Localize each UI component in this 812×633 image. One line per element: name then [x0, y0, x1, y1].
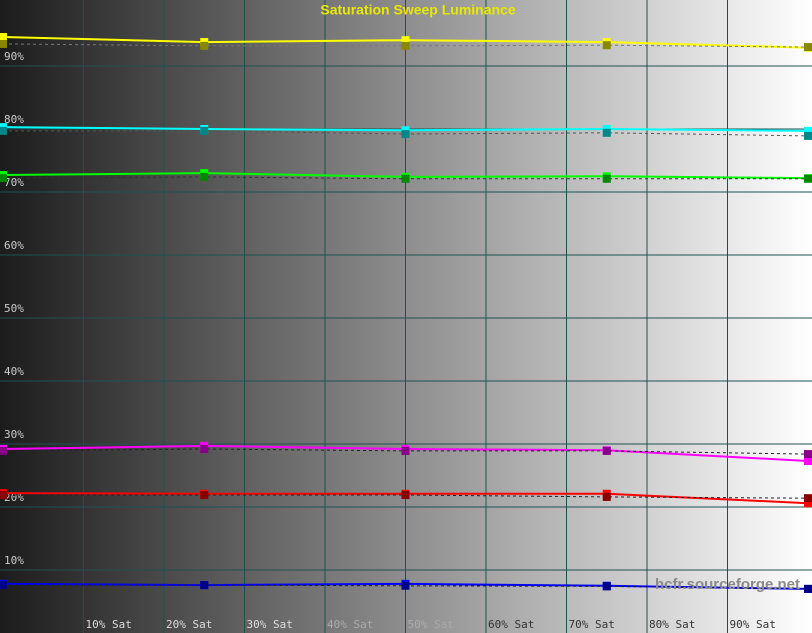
reference-point [602, 41, 611, 50]
x-tick-label: 90% Sat [730, 618, 776, 631]
chart-title: Saturation Sweep Luminance [320, 2, 515, 18]
reference-point [602, 582, 611, 591]
x-tick-label: 50% Sat [408, 618, 454, 631]
y-tick-label: 80% [4, 113, 24, 126]
reference-point [804, 494, 812, 503]
reference-point [200, 581, 209, 590]
x-tick-label: 30% Sat [247, 618, 293, 631]
reference-point [401, 581, 410, 590]
reference-point [200, 172, 209, 181]
watermark: hcfr.sourceforge.net [655, 576, 800, 593]
reference-point [401, 491, 410, 500]
y-tick-label: 30% [4, 428, 24, 441]
x-tick-label: 20% Sat [166, 618, 212, 631]
reference-point [602, 446, 611, 455]
x-tick-label: 60% Sat [488, 618, 534, 631]
y-tick-label: 90% [4, 50, 24, 63]
y-tick-label: 60% [4, 239, 24, 252]
measured-point [401, 36, 410, 45]
reference-point [200, 491, 209, 500]
measured-point [804, 126, 812, 135]
reference-point [0, 174, 7, 183]
reference-point [200, 41, 209, 50]
reference-point [401, 446, 410, 455]
y-tick-label: 40% [4, 365, 24, 378]
reference-point [401, 174, 410, 183]
x-tick-label: 70% Sat [569, 618, 615, 631]
reference-point [0, 126, 7, 135]
reference-point [804, 43, 812, 52]
x-tick-label: 10% Sat [86, 618, 132, 631]
measured-point [804, 457, 812, 466]
measured-point [0, 33, 7, 42]
reference-point [602, 128, 611, 137]
y-tick-label: 10% [4, 554, 24, 567]
reference-point [804, 131, 812, 140]
reference-point [0, 581, 7, 590]
reference-point [401, 130, 410, 139]
reference-point [200, 445, 209, 454]
reference-point [200, 126, 209, 135]
reference-point [602, 492, 611, 501]
reference-point [804, 584, 812, 593]
reference-point [0, 39, 7, 48]
reference-point [804, 450, 812, 459]
y-tick-label: 50% [4, 302, 24, 315]
reference-point [804, 174, 812, 183]
reference-point [0, 491, 7, 500]
x-tick-label: 40% Sat [327, 618, 373, 631]
x-tick-label: 80% Sat [649, 618, 695, 631]
y-tick-label: 70% [4, 176, 24, 189]
y-tick-label: 20% [4, 491, 24, 504]
reference-point [0, 446, 7, 455]
measured-point [804, 499, 812, 508]
reference-point [401, 41, 410, 50]
reference-point [602, 174, 611, 183]
